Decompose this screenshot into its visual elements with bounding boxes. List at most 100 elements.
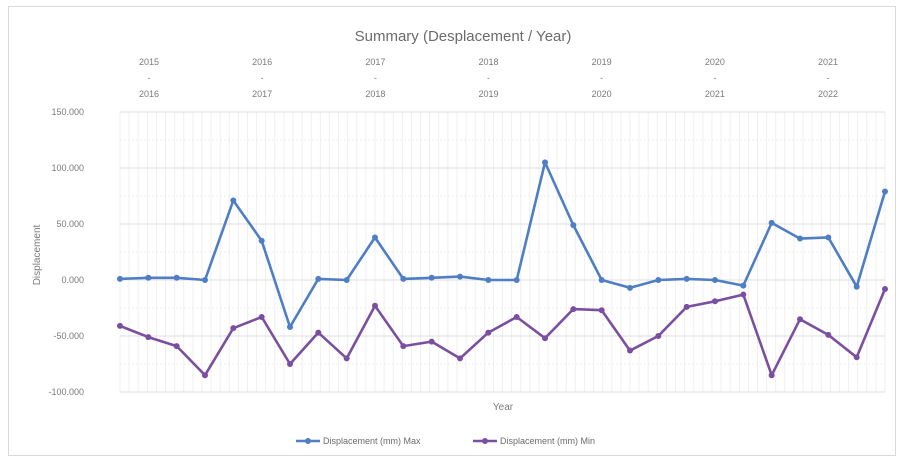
period-separator: -: [487, 73, 490, 83]
data-point: [145, 274, 152, 281]
data-point: [428, 338, 435, 345]
data-point: [882, 285, 888, 292]
data-point: [457, 273, 463, 280]
data-point: [400, 275, 407, 282]
data-point: [485, 329, 492, 336]
data-point: [627, 347, 633, 354]
y-tick-label: 50.000: [56, 219, 84, 229]
legend-label: Displacement (mm) Min: [500, 436, 595, 446]
data-point: [428, 274, 435, 281]
data-point: [258, 313, 265, 320]
data-point: [853, 283, 860, 290]
data-point: [258, 237, 265, 244]
data-point: [287, 324, 293, 331]
data-point: [315, 275, 322, 282]
data-point: [598, 307, 605, 314]
y-axis-ticks: 150.000 100.000 50.000 0.000 -50.000 -100.000: [48, 107, 84, 397]
data-point: [485, 277, 492, 283]
data-point: [882, 188, 888, 195]
data-point: [655, 277, 662, 283]
data-point: [315, 329, 322, 336]
data-point: [117, 322, 123, 329]
period-end-label: 2016: [139, 89, 159, 99]
series-layer: [117, 159, 888, 379]
data-point: [740, 282, 747, 289]
data-point: [825, 331, 832, 338]
period-separator: -: [600, 73, 603, 83]
data-point: [173, 274, 180, 281]
data-point: [768, 372, 775, 379]
series-min: [117, 285, 888, 379]
y-tick-label: -50.000: [53, 331, 84, 341]
data-point: [598, 277, 605, 283]
series-line: [119, 161, 887, 329]
data-point: [287, 361, 293, 367]
data-point: [768, 219, 775, 226]
data-point: [230, 197, 237, 204]
data-point: [202, 277, 208, 283]
y-tick-label: 150.000: [51, 107, 84, 117]
data-point: [740, 291, 747, 298]
data-point: [712, 298, 718, 305]
data-point: [570, 222, 577, 229]
data-point: [825, 234, 832, 241]
data-point: [683, 275, 690, 282]
period-separator: -: [374, 73, 377, 83]
period-start-label: 2018: [478, 57, 498, 67]
data-point: [372, 234, 378, 241]
y-tick-label: 0.000: [61, 275, 84, 285]
data-point: [797, 316, 803, 323]
period-start-label: 2021: [818, 57, 838, 67]
data-point: [513, 277, 520, 283]
period-labels: 2015 - 2016 2016 - 2017 2017 - 2018 2018 - 2019 2019…: [139, 57, 838, 99]
period-separator: -: [148, 73, 151, 83]
period-start-label: 2019: [592, 57, 612, 67]
chart-title: Summary (Desplacement / Year): [355, 28, 572, 45]
period-end-label: 2020: [592, 89, 612, 99]
data-point: [202, 372, 208, 379]
legend-marker: [305, 438, 311, 444]
period-end-label: 2018: [365, 89, 385, 99]
period-end-label: 2019: [478, 89, 498, 99]
data-point: [797, 235, 803, 242]
data-point: [343, 355, 350, 362]
data-point: [513, 313, 520, 320]
data-point: [457, 355, 463, 362]
data-point: [230, 325, 237, 332]
period-start-label: 2020: [705, 57, 725, 67]
period-end-label: 2022: [818, 89, 838, 99]
data-point: [145, 334, 152, 341]
data-point: [712, 277, 718, 283]
data-point: [655, 333, 662, 339]
period-separator: -: [261, 73, 264, 83]
legend-label: Displacement (mm) Max: [323, 436, 421, 446]
legend-marker: [482, 438, 488, 444]
data-point: [627, 284, 633, 291]
data-point: [173, 343, 180, 350]
grid-layer: [119, 111, 886, 393]
series-line: [119, 288, 887, 377]
data-point: [853, 354, 860, 361]
y-tick-label: 100.000: [51, 163, 84, 173]
period-start-label: 2015: [139, 57, 159, 67]
y-tick-label: -100.000: [48, 387, 84, 397]
data-point: [400, 343, 407, 350]
legend: Displacement (mm) Max Displacement (mm) M…: [296, 436, 595, 446]
period-start-label: 2017: [365, 57, 385, 67]
data-point: [117, 275, 123, 282]
period-end-label: 2021: [705, 89, 725, 99]
data-point: [343, 277, 350, 283]
period-start-label: 2016: [252, 57, 272, 67]
data-point: [683, 303, 690, 310]
period-separator: -: [713, 73, 716, 83]
data-point: [542, 335, 548, 342]
data-point: [542, 159, 548, 166]
x-axis-label: Year: [493, 402, 514, 413]
series-max: [117, 159, 888, 331]
period-end-label: 2017: [252, 89, 272, 99]
period-separator: -: [827, 73, 830, 83]
data-point: [372, 302, 378, 309]
y-axis-label: Displacement: [32, 224, 43, 285]
data-point: [570, 306, 577, 313]
